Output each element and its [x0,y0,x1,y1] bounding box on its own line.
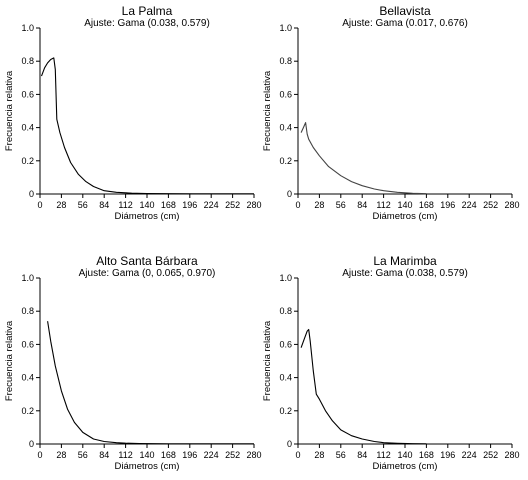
x-tick-label: 84 [357,200,367,210]
x-tick-label: 0 [295,450,300,460]
chart-title: Alto Santa Bárbara [96,254,198,268]
y-tick-label: 0.4 [21,123,34,133]
x-tick-label: 112 [376,450,390,460]
y-tick-label: 0.2 [279,156,292,166]
x-tick-label: 280 [246,450,261,460]
series-line-1 [300,122,427,195]
x-tick-label: 252 [483,450,498,460]
x-tick-label: 56 [336,450,346,460]
x-tick-label: 196 [182,200,197,210]
x-tick-label: 56 [78,450,88,460]
x-tick-label: 252 [225,200,240,210]
y-axis-label: Frecuencia relativa [262,320,273,401]
y-tick-label: 0.6 [279,339,292,349]
y-tick-label: 0 [287,189,292,199]
x-tick-label: 140 [139,450,154,460]
y-tick-label: 0.8 [21,306,34,316]
y-tick-label: 1.0 [279,23,292,33]
y-tick-label: 0.4 [21,373,34,383]
chart-subtitle: Ajuste: Gama (0.038, 0.579) [342,268,468,279]
y-tick-label: 0.2 [21,406,34,416]
x-tick-label: 224 [204,450,219,460]
x-axis-label: Diámetros (cm) [115,461,180,472]
chart-title: La Marimba [373,254,437,268]
series-line-1 [47,321,254,445]
x-tick-label: 224 [462,200,477,210]
chart-title: La Palma [122,4,173,18]
chart-subtitle: Ajuste: Gama (0, 0.065, 0.970) [79,268,216,279]
x-tick-label: 196 [440,450,455,460]
x-tick-label: 196 [440,200,455,210]
y-tick-label: 0.2 [279,406,292,416]
x-tick-label: 140 [139,200,154,210]
x-tick-label: 168 [161,450,176,460]
chart-title: Bellavista [379,4,431,18]
x-tick-label: 252 [225,450,240,460]
y-tick-label: 0 [29,189,34,199]
x-tick-label: 56 [336,200,346,210]
x-tick-label: 28 [314,450,324,460]
x-tick-label: 112 [376,200,390,210]
x-tick-label: 112 [118,200,132,210]
x-tick-label: 84 [357,450,367,460]
x-tick-label: 56 [78,200,88,210]
x-axis-label: Diámetros (cm) [115,211,180,222]
y-tick-label: 0.8 [279,306,292,316]
x-tick-label: 140 [397,200,412,210]
y-tick-label: 0.8 [279,56,292,66]
x-tick-label: 224 [204,200,219,210]
x-tick-label: 168 [419,450,434,460]
x-tick-label: 0 [37,200,42,210]
x-tick-label: 280 [504,450,519,460]
x-tick-label: 0 [295,200,300,210]
chart-subtitle: Ajuste: Gama (0.017, 0.676) [342,18,468,29]
x-tick-label: 196 [182,450,197,460]
x-tick-label: 84 [99,450,109,460]
y-tick-label: 1.0 [21,23,34,33]
x-tick-label: 168 [161,200,176,210]
y-tick-label: 0.2 [21,156,34,166]
x-tick-label: 168 [419,200,434,210]
y-tick-label: 1.0 [279,273,292,283]
x-tick-label: 252 [483,200,498,210]
series-line-1 [40,57,254,195]
x-tick-label: 28 [314,200,324,210]
x-tick-label: 280 [504,200,519,210]
y-tick-label: 0.6 [21,339,34,349]
y-axis-label: Frecuencia relativa [262,70,273,151]
y-tick-label: 0.8 [21,56,34,66]
series-line-1 [300,328,427,445]
x-axis-label: Diámetros (cm) [373,461,438,472]
x-tick-label: 112 [118,450,132,460]
y-tick-label: 0.6 [279,89,292,99]
x-tick-label: 84 [99,200,109,210]
x-tick-label: 0 [37,450,42,460]
y-tick-label: 0.4 [279,123,292,133]
y-tick-label: 0 [287,439,292,449]
x-tick-label: 140 [397,450,412,460]
x-axis-label: Diámetros (cm) [373,211,438,222]
y-tick-label: 0.4 [279,373,292,383]
x-tick-label: 280 [246,200,261,210]
y-tick-label: 1.0 [21,273,34,283]
x-tick-label: 28 [56,200,66,210]
x-tick-label: 224 [462,450,477,460]
y-tick-label: 0 [29,439,34,449]
x-tick-label: 28 [56,450,66,460]
y-axis-label: Frecuencia relativa [4,70,15,151]
y-tick-label: 0.6 [21,89,34,99]
chart-subtitle: Ajuste: Gama (0.038, 0.579) [84,18,210,29]
y-axis-label: Frecuencia relativa [4,320,15,401]
